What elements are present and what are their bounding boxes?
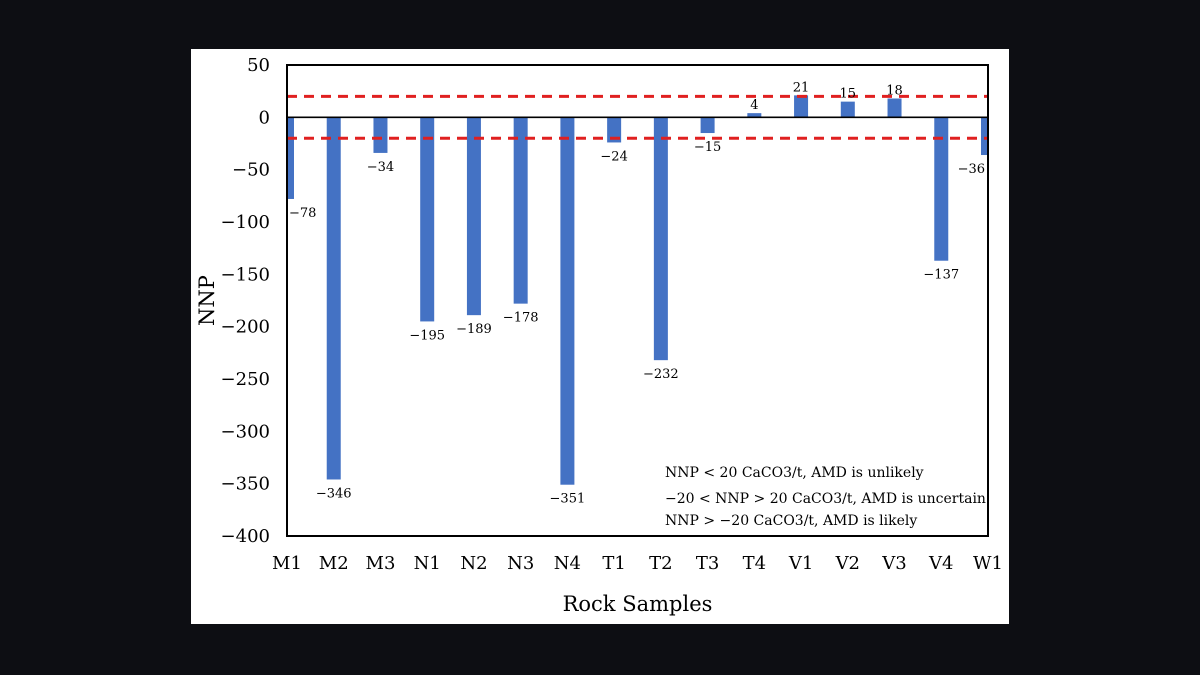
bar-v4 xyxy=(934,117,949,261)
data-label-m1: −78 xyxy=(289,206,316,221)
y-tick-label: −250 xyxy=(221,369,270,390)
bar-m2 xyxy=(326,117,341,480)
bar-n4 xyxy=(560,117,575,485)
bar-v2 xyxy=(840,101,855,118)
x-tick-label-t1: T1 xyxy=(602,553,625,574)
y-tick-label: −300 xyxy=(221,421,270,442)
y-tick-label: 0 xyxy=(259,107,270,128)
x-tick-label-v1: V1 xyxy=(788,553,813,574)
data-label-v3: 18 xyxy=(886,83,903,98)
data-label-t4: 4 xyxy=(750,98,758,113)
y-tick-label: −400 xyxy=(221,526,270,547)
bar-t4 xyxy=(747,113,762,118)
bar-t2 xyxy=(653,117,668,361)
data-label-v1: 21 xyxy=(793,80,810,95)
bar-n2 xyxy=(466,117,481,316)
bar-w1 xyxy=(981,117,988,156)
data-label-v2: 15 xyxy=(840,87,857,102)
annotation-line-unlikely: NNP < 20 CaCO3/t, AMD is unlikely xyxy=(665,465,924,481)
x-tick-label-v4: V4 xyxy=(928,553,953,574)
x-tick-label-n4: N4 xyxy=(554,553,581,574)
data-label-n2: −189 xyxy=(456,322,492,337)
x-tick-label-m1: M1 xyxy=(272,553,302,574)
bar-n1 xyxy=(420,117,435,322)
y-tick-label: 50 xyxy=(247,55,270,76)
annotation-line-uncertain: −20 < NNP > 20 CaCO3/t, AMD is uncertain xyxy=(665,491,986,507)
data-label-t1: −24 xyxy=(600,149,627,164)
bar-chart: 50 0 −50 −100 −150 −200 −250 −300 −350 −400 M1 M2 M… xyxy=(195,55,1003,616)
data-label-t2: −232 xyxy=(643,367,679,382)
y-tick-label: −100 xyxy=(221,212,270,233)
x-tick-label-t4: T4 xyxy=(743,553,766,574)
data-label-n3: −178 xyxy=(503,311,539,326)
x-tick-label-w1: W1 xyxy=(973,553,1003,574)
data-label-w1: −36 xyxy=(958,162,985,177)
bar-t3 xyxy=(700,117,715,134)
x-tick-label-n3: N3 xyxy=(507,553,534,574)
bar-m3 xyxy=(373,117,388,153)
y-tick-label: −50 xyxy=(232,160,270,181)
x-tick-label-t3: T3 xyxy=(696,553,719,574)
y-axis-title: NNP xyxy=(195,275,219,326)
annotation-line-likely: NNP > −20 CaCO3/t, AMD is likely xyxy=(665,513,917,529)
data-label-v4: −137 xyxy=(923,268,959,283)
bar-v1 xyxy=(794,95,809,118)
x-tick-label-m2: M2 xyxy=(319,553,349,574)
y-tick-label: −150 xyxy=(221,264,270,285)
bar-n3 xyxy=(513,117,528,304)
data-label-t3: −15 xyxy=(694,140,721,155)
x-axis-title: Rock Samples xyxy=(563,592,713,616)
bar-t1 xyxy=(607,117,622,143)
chart-figure: 50 0 −50 −100 −150 −200 −250 −300 −350 −400 M1 M2 M… xyxy=(191,49,1009,624)
data-label-n1: −195 xyxy=(409,328,445,343)
x-tick-label-t2: T2 xyxy=(649,553,672,574)
y-tick-label: −200 xyxy=(221,317,270,338)
x-tick-label-m3: M3 xyxy=(366,553,396,574)
y-tick-label: −350 xyxy=(221,474,270,495)
data-label-n4: −351 xyxy=(550,492,586,507)
x-tick-label-v3: V3 xyxy=(881,553,906,574)
data-label-m2: −346 xyxy=(316,486,352,501)
data-label-m3: −34 xyxy=(367,160,394,175)
annotation-box: NNP < 20 CaCO3/t, AMD is unlikely −20 < … xyxy=(665,465,986,529)
x-tick-label-n1: N1 xyxy=(414,553,441,574)
x-tick-label-v2: V2 xyxy=(835,553,860,574)
bar-v3 xyxy=(887,98,902,118)
x-tick-label-n2: N2 xyxy=(460,553,487,574)
bar-m1 xyxy=(287,117,294,199)
plot-area-frame xyxy=(286,64,989,537)
